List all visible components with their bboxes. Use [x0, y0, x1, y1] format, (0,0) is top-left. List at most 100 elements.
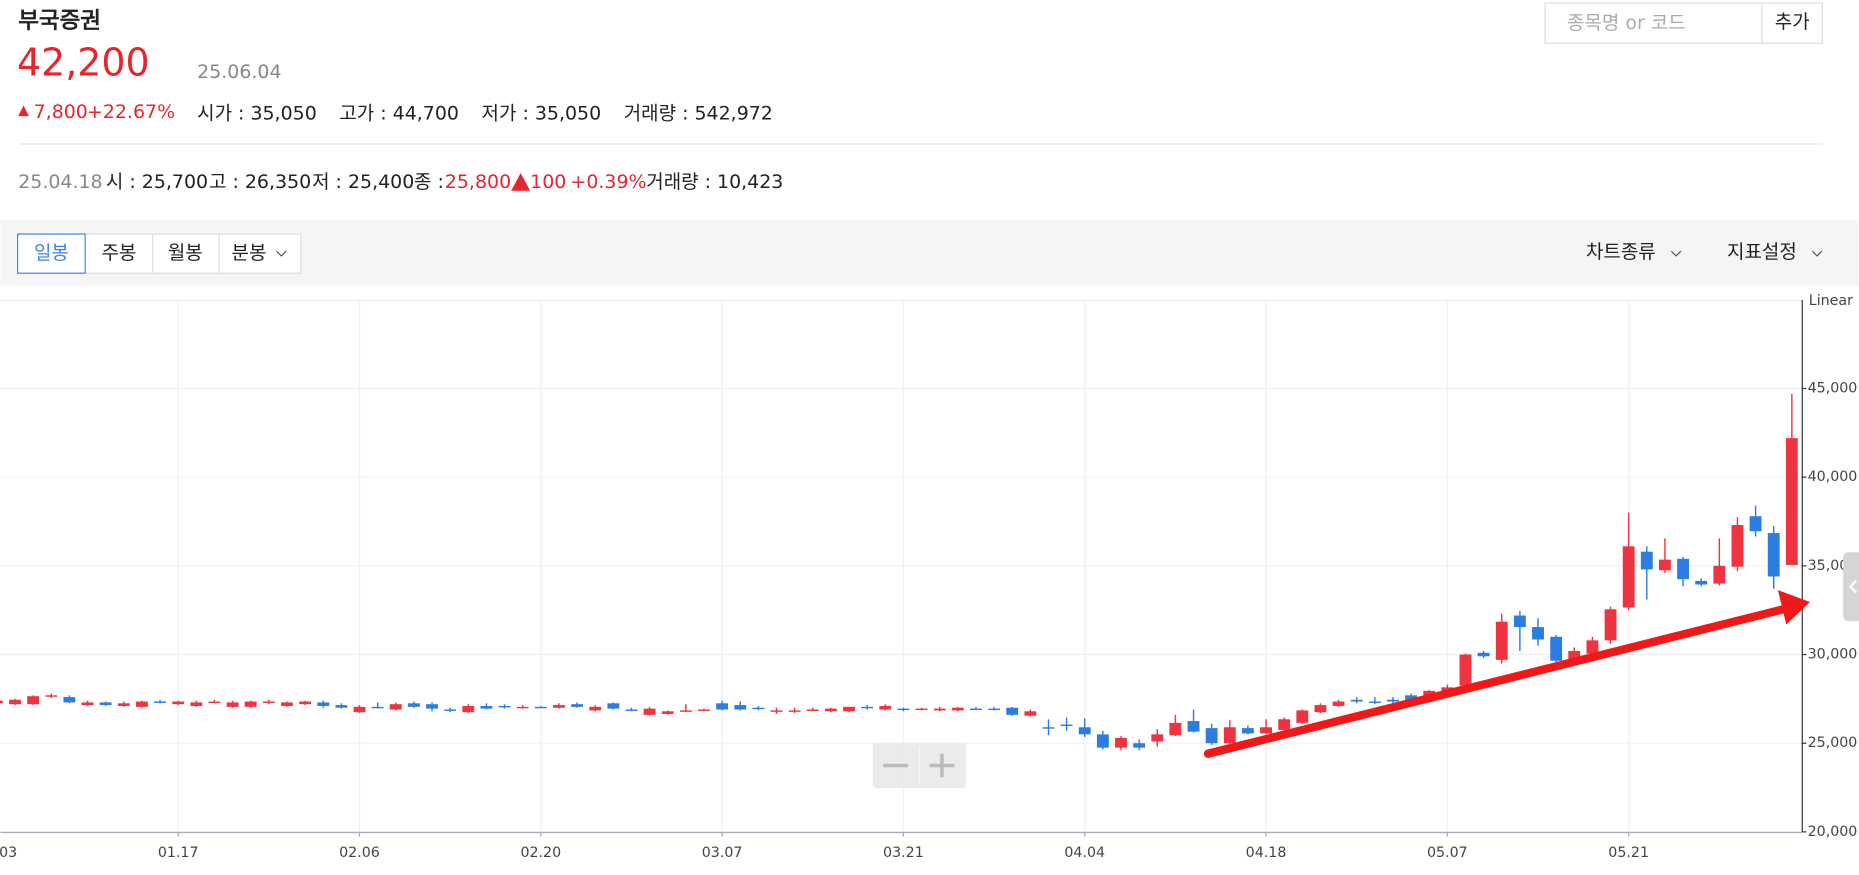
candle-body	[879, 705, 892, 710]
candle-body	[1677, 558, 1689, 580]
candle-body	[1187, 721, 1200, 732]
search-box[interactable]	[1544, 2, 1824, 44]
candle-body	[1568, 650, 1581, 660]
candle-body	[480, 705, 493, 709]
tab-selected[interactable]	[17, 233, 86, 274]
x-tick-label: 04.04	[1064, 845, 1105, 861]
candle-body	[226, 702, 239, 707]
x-tick-label: 01.03	[0, 845, 17, 861]
stat: 거래량 : 542,972	[624, 102, 773, 124]
candle-body	[117, 703, 130, 706]
candle-body	[1659, 559, 1671, 571]
side-arrow	[1848, 579, 1858, 594]
candle-body	[407, 703, 420, 707]
stat: 시가 : 35,050	[197, 102, 317, 124]
candle-body	[770, 710, 783, 712]
candle-body	[498, 705, 511, 708]
candle-body	[63, 697, 76, 703]
candle-body	[208, 701, 221, 703]
candle-body	[1695, 580, 1708, 585]
sel-open: 시 : 25,700	[106, 171, 208, 193]
y-tick-label: 20,000	[1808, 824, 1858, 840]
stat: 고가 : 44,700	[339, 102, 459, 124]
candle-body	[0, 700, 3, 704]
change-pct: +22.67%	[87, 101, 175, 123]
y-tick-label: 30,000	[1808, 647, 1858, 663]
candle-body	[244, 701, 257, 707]
tab[interactable]: 월봉	[168, 242, 203, 264]
candle-body	[643, 708, 656, 715]
candle-body	[516, 706, 529, 709]
candle-body	[625, 709, 638, 711]
sel-date: 25.04.18	[18, 171, 102, 193]
search-placeholder[interactable]: 종목명 or 코드	[1567, 12, 1686, 34]
candle-body	[1767, 533, 1780, 577]
candle-body	[1133, 743, 1146, 748]
sel-close-label: 종 :	[414, 171, 444, 193]
candle-body	[281, 702, 293, 706]
toolbar	[0, 220, 1859, 286]
candle-body	[1749, 516, 1762, 532]
candle-body	[1024, 711, 1037, 716]
x-tick-label: 01.17	[158, 845, 199, 861]
stat: 저가 : 35,050	[482, 102, 602, 124]
annotation-arrowhead	[1777, 590, 1810, 625]
candle-body	[1078, 727, 1091, 735]
candle-body	[843, 706, 855, 712]
add-button[interactable]: 추가	[1775, 11, 1810, 33]
tab[interactable]: 분봉	[232, 242, 267, 264]
candle-body	[1060, 724, 1073, 727]
candle-body	[607, 703, 620, 709]
candle-body	[1604, 609, 1617, 641]
candle-body	[970, 708, 982, 711]
up-triangle	[18, 105, 29, 117]
candle-body	[534, 706, 547, 709]
candle-body	[553, 705, 565, 708]
x-tick-label: 04.18	[1246, 845, 1287, 861]
annotation-arrow	[1203, 604, 1789, 758]
candle-body	[1477, 652, 1490, 657]
x-tick-label: 03.21	[883, 845, 924, 861]
candle-body	[1205, 728, 1218, 744]
candle-body	[1495, 621, 1508, 660]
candle-body	[1169, 722, 1182, 736]
sel-close: 25,800	[445, 171, 511, 193]
y-tick-label: 45,000	[1808, 380, 1858, 396]
candle-body	[462, 705, 475, 713]
candle-body	[897, 708, 910, 711]
candle-body	[1241, 728, 1254, 734]
candle-body	[679, 710, 692, 712]
chevron	[1811, 250, 1823, 257]
candle-body	[1350, 699, 1363, 702]
x-tick-label: 02.20	[520, 845, 561, 861]
candle-body	[1096, 734, 1109, 748]
candle-body	[1260, 727, 1272, 734]
candle-body	[299, 701, 312, 705]
y-tick-label: 25,000	[1808, 735, 1858, 751]
tab[interactable]: 주봉	[101, 242, 136, 264]
sel-low: 저 : 25,400	[312, 171, 414, 193]
candle-body	[1459, 654, 1472, 686]
chevron	[276, 250, 287, 257]
menu[interactable]: 차트종류	[1586, 241, 1656, 263]
candle-body	[45, 695, 58, 697]
candle-body	[806, 709, 819, 711]
sel-volume: 거래량 : 10,423	[646, 171, 783, 193]
menu[interactable]: 지표설정	[1727, 241, 1797, 263]
candle-body	[1586, 640, 1599, 654]
up-triangle	[511, 173, 531, 191]
stock-name: 부국증권	[18, 8, 101, 34]
candle-body	[1006, 707, 1019, 715]
candle-body	[154, 701, 166, 703]
candle-body	[1115, 737, 1127, 748]
candle-body	[190, 702, 203, 706]
candle-body	[1713, 565, 1726, 584]
candle-body	[988, 708, 1001, 711]
tab[interactable]: 일봉	[34, 242, 69, 264]
candle-body	[661, 711, 674, 714]
candle-body	[788, 710, 801, 712]
candle-body	[426, 704, 438, 709]
candle-body	[1332, 701, 1345, 706]
